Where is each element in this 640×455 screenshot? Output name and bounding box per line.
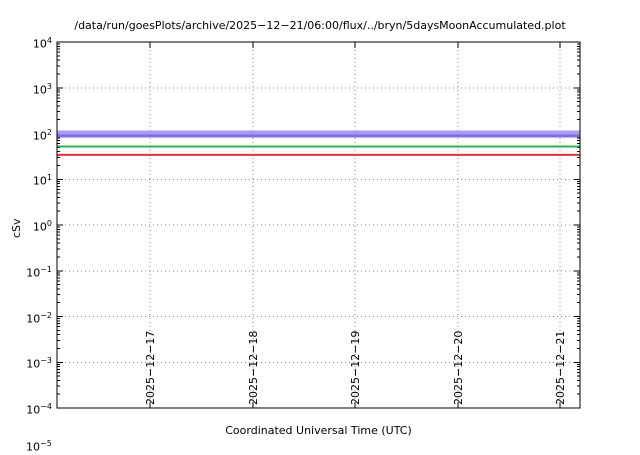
x-tick-label: 2025−12−17	[144, 330, 158, 405]
y-tick-label: 103	[32, 81, 52, 97]
plot-title: /data/run/goesPlots/archive/2025−12−21/0…	[74, 19, 566, 32]
y-tick-label: 10−3	[26, 356, 52, 371]
y-tick-label: 101	[32, 173, 52, 188]
y-tick-label: 10−1	[26, 264, 52, 280]
clipped-next-ylabel: 10−5	[26, 437, 52, 455]
y-axis-title: cSv	[10, 218, 23, 238]
x-tick-label: 2025−12−20	[452, 330, 466, 405]
clipped-next-ylabel-base: 10	[26, 440, 40, 454]
y-tick-label: 10−4	[26, 402, 52, 417]
x-tick-label: 2025−12−18	[247, 330, 261, 405]
y-tick-label: 104	[32, 36, 52, 51]
clipped-next-ylabel-exp: −5	[40, 439, 52, 448]
x-tick-label: 2025−12−19	[349, 330, 363, 405]
y-tick-label: 102	[32, 127, 52, 143]
x-axis-title: Coordinated Universal Time (UTC)	[225, 424, 412, 437]
x-tick-label: 2025−12−21	[554, 330, 568, 405]
y-tick-label: 100	[32, 219, 52, 234]
plot-border	[56, 41, 581, 409]
y-tick-label: 10−2	[26, 310, 52, 326]
